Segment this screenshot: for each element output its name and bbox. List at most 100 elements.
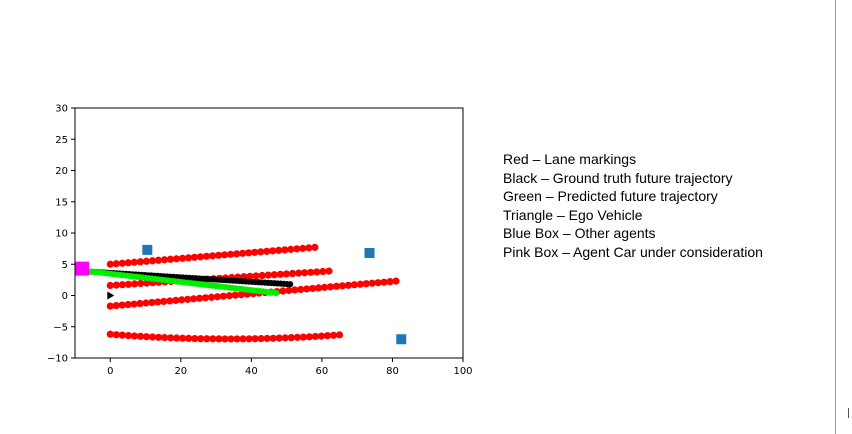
lane-point bbox=[245, 249, 253, 257]
lane-point bbox=[368, 279, 376, 287]
x-tick-label: 80 bbox=[386, 366, 399, 377]
lane-point bbox=[252, 272, 260, 280]
lane-point bbox=[233, 250, 241, 258]
lane-point bbox=[301, 269, 309, 277]
lane-point bbox=[231, 291, 239, 299]
lane-point bbox=[293, 245, 301, 253]
lane-point bbox=[142, 333, 151, 341]
lane-point bbox=[245, 335, 253, 343]
lane-point bbox=[299, 244, 307, 252]
lane-point bbox=[220, 251, 229, 259]
lane-point bbox=[350, 281, 358, 289]
lane-point bbox=[197, 335, 205, 343]
x-tick-label: 0 bbox=[107, 366, 113, 377]
lane-point bbox=[269, 334, 277, 342]
lane-point bbox=[227, 335, 235, 343]
lane-point bbox=[293, 333, 301, 341]
lane-point bbox=[202, 252, 211, 260]
lane-point bbox=[320, 283, 329, 291]
lane-point bbox=[173, 334, 181, 342]
lane-point bbox=[281, 246, 289, 254]
lane-point bbox=[209, 335, 217, 343]
legend-annotation: Red – Lane markings Black – Ground truth… bbox=[503, 150, 763, 262]
y-tick-label: 0 bbox=[62, 291, 68, 302]
lane-point bbox=[305, 244, 313, 252]
legend-line-other-agents: Blue Box – Other agents bbox=[503, 225, 656, 242]
y-tick-label: 25 bbox=[55, 135, 68, 146]
y-tick-label: 5 bbox=[62, 260, 68, 271]
y-tick-label: 20 bbox=[55, 166, 68, 177]
lane-point bbox=[237, 291, 245, 299]
lane-point bbox=[309, 284, 317, 293]
lane-point bbox=[166, 297, 174, 305]
lane-point bbox=[130, 258, 138, 266]
lane-point bbox=[207, 293, 216, 301]
lane-point bbox=[112, 302, 120, 310]
lane-point bbox=[190, 295, 198, 303]
lane-point bbox=[251, 248, 259, 256]
lane-point bbox=[263, 334, 271, 343]
lane-point bbox=[124, 259, 132, 267]
legend-line-agent-car: Pink Box – Agent Car under consideration bbox=[503, 243, 763, 260]
lane-point bbox=[124, 331, 132, 340]
lane-point bbox=[297, 285, 305, 294]
lane-point bbox=[263, 247, 271, 255]
lane-point bbox=[338, 282, 347, 290]
lane-point bbox=[214, 251, 223, 259]
lane-point bbox=[124, 300, 132, 309]
lane-point bbox=[219, 292, 227, 300]
lane-point bbox=[148, 333, 157, 341]
lane-point bbox=[130, 332, 139, 340]
lane-point bbox=[195, 294, 204, 302]
other-agent-marker-2 bbox=[396, 334, 407, 345]
lane-point bbox=[386, 278, 394, 286]
lane-point bbox=[313, 268, 321, 276]
lane-point bbox=[362, 280, 370, 288]
lane-point bbox=[185, 334, 193, 343]
lane-point bbox=[323, 332, 332, 340]
lane-point bbox=[239, 335, 247, 343]
lane-point bbox=[294, 269, 303, 277]
lane-point bbox=[311, 332, 320, 341]
lane-point bbox=[281, 334, 289, 342]
lane-point bbox=[227, 250, 235, 258]
lane-point bbox=[317, 332, 326, 340]
lane-line-0 bbox=[106, 243, 319, 268]
lane-point bbox=[178, 296, 186, 304]
lane-point bbox=[112, 281, 120, 289]
window-edge bbox=[836, 0, 852, 434]
data-layer bbox=[75, 243, 407, 345]
lane-point bbox=[172, 255, 181, 263]
lane-point bbox=[112, 260, 120, 268]
lane-point bbox=[239, 249, 247, 257]
lane-point bbox=[392, 277, 400, 285]
lane-point bbox=[275, 246, 283, 254]
lane-point bbox=[118, 259, 126, 267]
x-tick-label: 60 bbox=[316, 366, 329, 377]
lane-point bbox=[374, 279, 382, 287]
predicted-point bbox=[272, 289, 280, 297]
lane-point bbox=[329, 331, 338, 339]
lane-point bbox=[137, 279, 145, 288]
lane-point bbox=[118, 331, 126, 339]
lane-point bbox=[258, 271, 266, 280]
lane-point bbox=[154, 333, 163, 341]
x-tick-label: 100 bbox=[453, 366, 472, 377]
lane-point bbox=[287, 334, 295, 342]
y-tick-label: 30 bbox=[55, 104, 68, 115]
lane-point bbox=[279, 287, 287, 295]
axes-frame bbox=[74, 107, 464, 359]
x-tick-label: 20 bbox=[174, 366, 187, 377]
lane-point bbox=[136, 332, 145, 340]
lane-point bbox=[332, 282, 341, 290]
lane-point bbox=[257, 248, 265, 256]
lane-point bbox=[335, 331, 344, 339]
lane-point bbox=[154, 256, 163, 264]
x-tick-label: 40 bbox=[245, 366, 258, 377]
ticks-layer: 0 20 40 60 80 100 −10 −5 0 5 10 15 20 25 30 bbox=[47, 104, 473, 378]
lane-point bbox=[136, 299, 144, 308]
other-agent-marker-1 bbox=[364, 248, 375, 258]
lane-point bbox=[184, 254, 193, 262]
